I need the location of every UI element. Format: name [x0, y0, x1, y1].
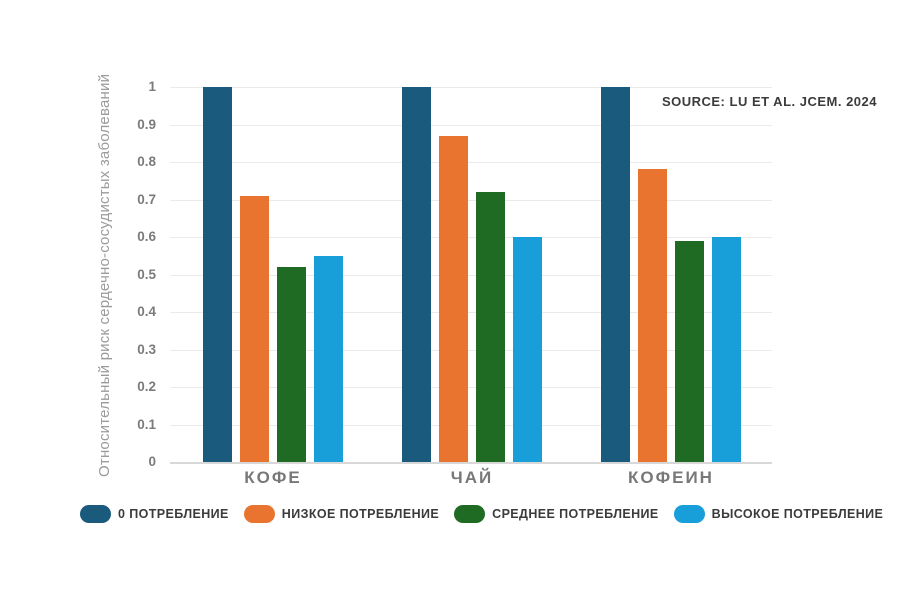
bar — [240, 196, 269, 462]
y-axis-ticks: 0 0.1 0.2 0.3 0.4 0.5 0.6 0.7 0.8 0.9 1 — [0, 79, 156, 469]
y-tick-label: 0.6 — [137, 229, 156, 244]
bar — [402, 87, 431, 462]
source-note: SOURCE: LU ET AL. JCEM. 2024 — [661, 94, 877, 109]
gridline — [170, 162, 772, 163]
y-tick-label: 0 — [148, 454, 156, 469]
legend-label: ВЫСОКОЕ ПОТРЕБЛЕНИЕ — [711, 507, 884, 521]
bar-group-ЧАЙ — [402, 87, 542, 462]
bar — [314, 256, 343, 462]
legend-label: НИЗКОЕ ПОТРЕБЛЕНИЕ — [281, 507, 440, 521]
bar — [712, 237, 741, 462]
y-tick-label: 0.5 — [137, 267, 156, 282]
gridline — [170, 387, 772, 388]
gridline — [170, 200, 772, 201]
gridline — [170, 312, 772, 313]
legend-label: СРЕДНЕЕ ПОТРЕБЛЕНИЕ — [492, 507, 659, 521]
bar — [513, 237, 542, 462]
y-tick-label: 1 — [148, 79, 156, 94]
bar — [439, 136, 468, 462]
y-tick-label: 0.2 — [137, 379, 156, 394]
gridline — [170, 237, 772, 238]
bar — [601, 87, 630, 462]
gridline — [170, 87, 772, 88]
y-tick-label: 0.9 — [137, 117, 156, 132]
y-tick-label: 0.4 — [137, 304, 156, 319]
legend-swatch-icon — [454, 505, 486, 523]
x-axis-label: ЧАЙ — [450, 468, 494, 487]
y-tick-label: 0.8 — [137, 154, 156, 169]
gridline — [170, 350, 772, 351]
bar — [277, 267, 306, 462]
legend-item: ВЫСОКОЕ ПОТРЕБЛЕНИЕ — [673, 505, 884, 523]
gridline — [170, 462, 772, 464]
y-tick-label: 0.7 — [137, 192, 156, 207]
legend-swatch-icon — [673, 505, 705, 523]
legend-swatch-icon — [80, 505, 111, 523]
gridline — [170, 125, 772, 126]
bar — [476, 192, 505, 462]
x-axis-label: КОФЕ — [244, 468, 302, 487]
legend: 0 ПОТРЕБЛЕНИЕ НИЗКОЕ ПОТРЕБЛЕНИЕ СРЕДНЕЕ П… — [80, 505, 883, 523]
bar-group-КОФЕИН — [601, 87, 741, 462]
legend-item: 0 ПОТРЕБЛЕНИЕ — [80, 505, 229, 523]
x-axis-label: КОФЕИН — [628, 468, 714, 487]
bar — [203, 87, 232, 462]
y-tick-label: 0.3 — [137, 342, 156, 357]
gridline — [170, 275, 772, 276]
bar-group-КОФЕ — [203, 87, 343, 462]
y-tick-label: 0.1 — [137, 417, 156, 432]
gridline — [170, 425, 772, 426]
legend-item: НИЗКОЕ ПОТРЕБЛЕНИЕ — [243, 505, 440, 523]
legend-swatch-icon — [243, 505, 275, 523]
bar — [638, 169, 667, 462]
legend-label: 0 ПОТРЕБЛЕНИЕ — [118, 507, 229, 521]
legend-item: СРЕДНЕЕ ПОТРЕБЛЕНИЕ — [454, 505, 659, 523]
x-axis-labels: КОФЕ ЧАЙ КОФЕИН — [170, 468, 772, 492]
plot-area — [170, 87, 772, 464]
bar — [675, 241, 704, 462]
